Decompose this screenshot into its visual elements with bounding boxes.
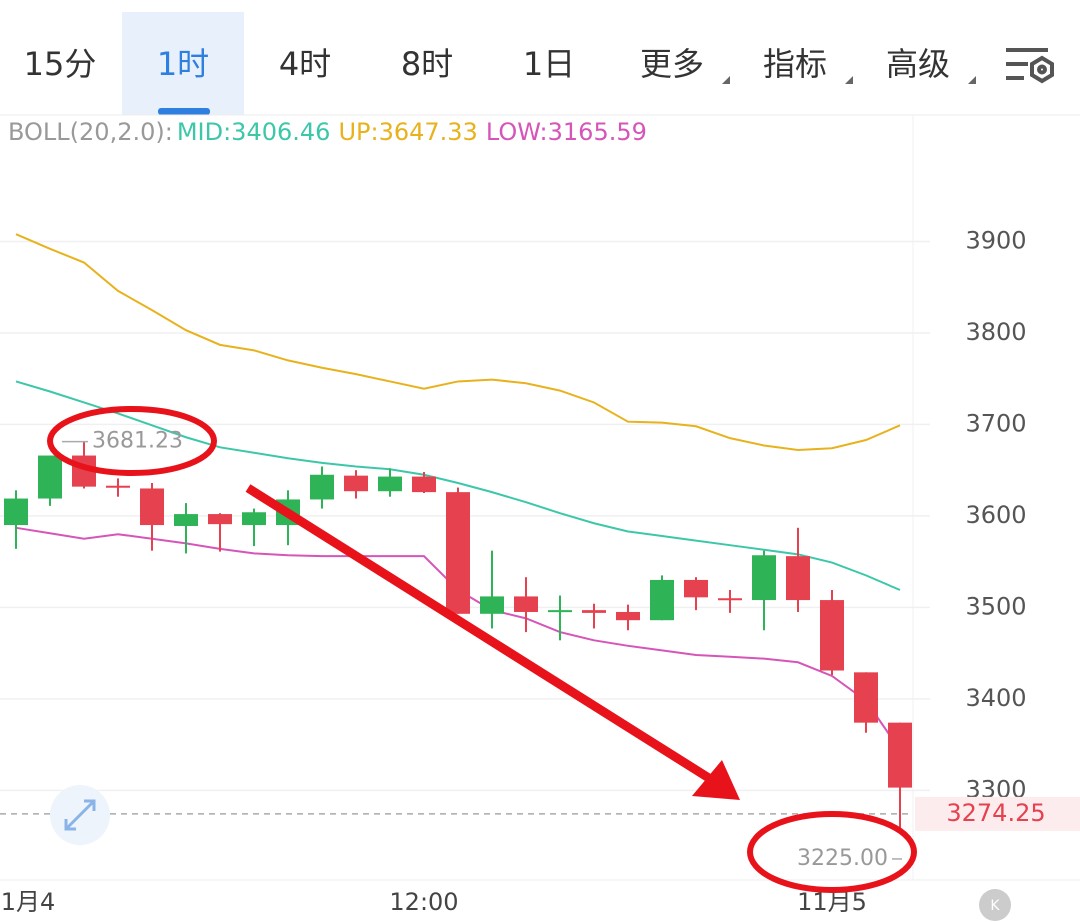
svg-text:K: K [990, 898, 1000, 914]
last-price-box [915, 796, 1080, 831]
candle-body [208, 514, 232, 525]
y-tick-label: 3900 [965, 226, 1026, 254]
y-tick-label: 3700 [965, 409, 1026, 437]
last-price-label: 3274.25 [946, 799, 1045, 827]
candle-body [106, 485, 130, 488]
candle-body [718, 598, 742, 601]
tab[interactable]: 8时 [401, 45, 453, 83]
candle-body [38, 455, 62, 499]
candle-body [344, 475, 368, 492]
y-tick-label: 3400 [965, 684, 1026, 712]
annotation-arrow [245, 484, 740, 800]
candle-body [4, 498, 28, 526]
y-tick-label: 3800 [965, 318, 1026, 346]
tab[interactable]: 1时 [157, 45, 209, 83]
legend-mid: MID:3406.46 [177, 118, 331, 146]
settings-icon[interactable] [1006, 48, 1054, 84]
legend-up: UP:3647.33 [338, 118, 477, 146]
tab[interactable]: 15分 [24, 45, 97, 83]
candle-body [378, 476, 402, 492]
tab[interactable]: 4时 [279, 45, 331, 83]
bollinger-line [15, 380, 901, 591]
highlight-circle [47, 406, 217, 476]
tab[interactable]: 指标 [763, 45, 827, 83]
candle-body [684, 579, 708, 598]
dropdown-caret [845, 76, 853, 84]
y-tick-label: 3500 [965, 592, 1026, 620]
candle-body [888, 722, 912, 788]
active-tab-indicator [158, 108, 210, 115]
candle-body [548, 610, 572, 613]
candle-body [310, 474, 334, 500]
highlight-circle [747, 811, 917, 893]
candle-body [140, 488, 164, 526]
x-tick-label: 1月4 [1, 888, 56, 916]
min-label: 3225.00 [797, 846, 888, 871]
expand-button[interactable] [50, 785, 110, 845]
y-tick-label: 3600 [965, 501, 1026, 529]
tab[interactable]: 1日 [523, 45, 575, 83]
candle-body [650, 579, 674, 621]
kline-button[interactable]: K [979, 889, 1011, 921]
candle-body [854, 672, 878, 723]
candle-body [514, 596, 538, 612]
tab[interactable]: 高级 [886, 45, 950, 83]
candle-body [820, 600, 844, 671]
tab[interactable]: 更多 [640, 45, 704, 83]
x-tick-label: 12:00 [389, 888, 458, 916]
max-label: 3681.23 [92, 429, 183, 454]
candle-body [786, 556, 810, 601]
candle-body [582, 610, 606, 613]
candle-body [242, 512, 266, 526]
candle-body [616, 611, 640, 621]
legend-low: LOW:3165.59 [486, 118, 647, 146]
bollinger-line [15, 233, 901, 452]
active-tab-bg [122, 12, 244, 115]
legend-name: BOLL(20,2.0): [8, 118, 173, 146]
candle-body [446, 492, 470, 614]
dropdown-caret [968, 76, 976, 84]
candle-body [480, 596, 504, 614]
candle-body [752, 555, 776, 601]
indicator-legend: BOLL(20,2.0): MID:3406.46 UP:3647.33 LOW:31… [8, 118, 647, 146]
candle-body [174, 514, 198, 526]
dropdown-caret [722, 76, 730, 84]
candle-body [412, 476, 436, 493]
